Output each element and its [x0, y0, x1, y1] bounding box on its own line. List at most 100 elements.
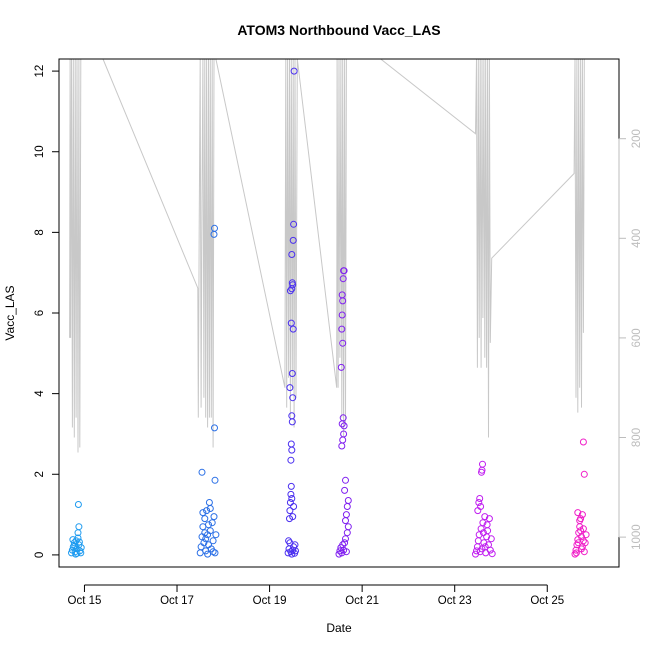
y2-tick-label: 200 [631, 129, 643, 148]
data-point [74, 501, 82, 508]
data-point [486, 546, 494, 554]
x-tick-label: Oct 23 [438, 595, 472, 607]
data-point [476, 495, 484, 502]
data-point [579, 438, 587, 446]
data-point [289, 281, 297, 289]
data-point [75, 523, 83, 531]
data-point [212, 531, 220, 539]
data-point [582, 531, 590, 539]
y-tick-label: 4 [34, 390, 46, 397]
x-tick-label: Oct 25 [530, 595, 564, 607]
x-axis: Oct 15 Oct 17 Oct 19 Oct 21 Oct 23 Oct 25 [68, 584, 564, 607]
data-point [338, 291, 346, 299]
x-tick-label: Oct 15 [68, 595, 102, 607]
series-4 [472, 460, 496, 558]
data-point [288, 495, 296, 502]
data-point [581, 539, 589, 547]
data-point [199, 509, 207, 517]
data-point [69, 536, 77, 544]
data-point [339, 541, 347, 549]
data-point [70, 539, 78, 547]
data-point [572, 549, 580, 557]
data-point [202, 535, 210, 543]
data-point [290, 503, 298, 510]
secondary-line-layer [69, 59, 585, 453]
data-point [285, 537, 293, 545]
data-point [288, 370, 296, 377]
series-5 [571, 438, 590, 558]
data-point [474, 537, 482, 545]
data-point [198, 468, 206, 476]
data-point [205, 499, 213, 506]
data-point [286, 499, 294, 506]
data-point [336, 547, 344, 555]
data-point [342, 476, 349, 484]
data-point [488, 550, 496, 558]
data-point [343, 529, 351, 537]
data-point [211, 224, 218, 232]
data-point [71, 542, 79, 550]
y2-tick-label: 400 [631, 229, 643, 248]
data-point [481, 513, 489, 521]
y2-tick-label: 800 [631, 428, 643, 447]
data-point [291, 541, 299, 549]
data-point [339, 275, 347, 283]
data-point [571, 550, 579, 558]
data-point [209, 537, 217, 545]
data-point [341, 486, 349, 494]
data-point [578, 545, 585, 553]
data-point [340, 422, 348, 430]
data-point [337, 363, 345, 371]
data-point [287, 490, 295, 498]
chart-title: ATOM3 Northbound Vacc_LAS [237, 22, 440, 38]
data-point [576, 517, 584, 525]
data-point [341, 539, 349, 547]
data-point [479, 460, 486, 468]
data-point [289, 513, 297, 521]
data-point [477, 503, 485, 510]
data-point [210, 513, 218, 521]
series-3 [335, 267, 352, 558]
data-point [286, 507, 294, 515]
data-point [211, 424, 218, 432]
data-point [475, 499, 483, 506]
data-point [340, 267, 348, 275]
data-point [342, 517, 349, 525]
data-point [342, 511, 350, 519]
data-point [290, 220, 298, 228]
y-tick-label: 6 [34, 310, 46, 316]
data-point [288, 412, 296, 420]
y-tick-label: 12 [34, 65, 46, 78]
series-2 [284, 67, 299, 558]
y-axis: 0 2 4 6 8 10 12 [34, 65, 60, 558]
data-point [339, 414, 347, 422]
y2-tick-label: 600 [631, 328, 643, 347]
y-tick-label: 10 [34, 145, 46, 158]
data-point [338, 311, 346, 319]
x-axis-label: Date [326, 621, 352, 635]
series-0 [68, 501, 85, 558]
data-point [338, 325, 346, 333]
data-point [479, 529, 487, 537]
data-point [487, 535, 495, 543]
data-point [199, 523, 207, 531]
data-point [211, 549, 219, 557]
data-point [342, 548, 350, 556]
data-point [574, 539, 582, 547]
data-point [580, 470, 588, 478]
data-point [206, 505, 214, 512]
data-point [577, 527, 585, 535]
data-point [75, 538, 83, 546]
data-point [339, 436, 347, 444]
data-point [344, 523, 352, 531]
data-point [208, 519, 216, 527]
data-point [342, 535, 349, 543]
y-tick-label: 2 [34, 471, 46, 477]
data-point [574, 509, 582, 517]
data-point [343, 503, 351, 510]
y2-tick-label: 1000 [631, 524, 643, 550]
data-point [483, 521, 491, 529]
data-point [344, 497, 352, 504]
data-point [211, 476, 219, 484]
